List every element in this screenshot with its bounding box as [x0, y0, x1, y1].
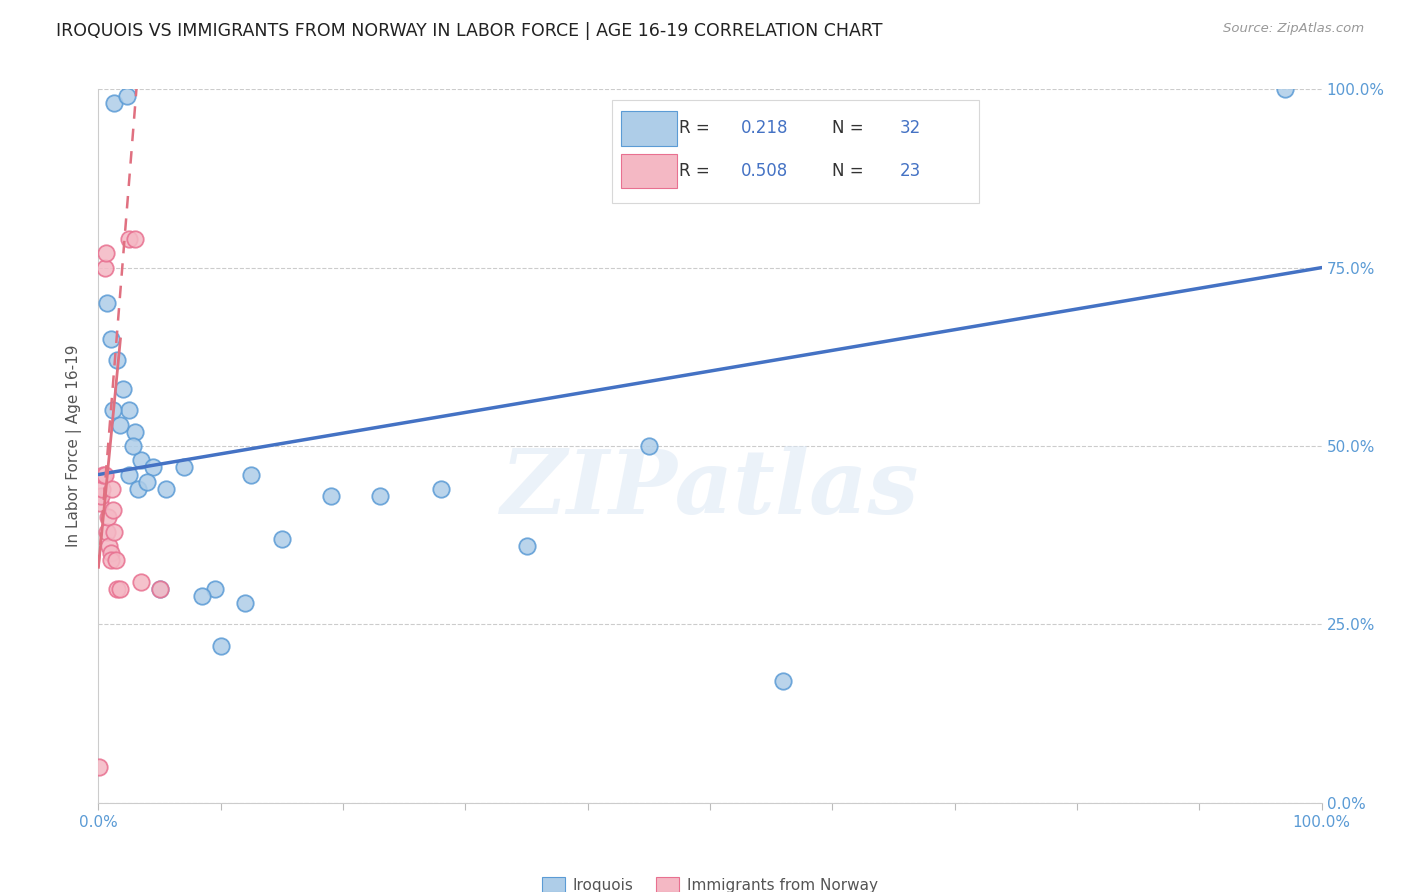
FancyBboxPatch shape [620, 154, 678, 188]
Point [118, 467, 141, 482]
Text: 23: 23 [900, 162, 921, 180]
Point [115, 89, 138, 103]
Point [129, 574, 152, 589]
Point [368, 489, 391, 503]
Point [233, 596, 256, 610]
Point [129, 453, 152, 467]
Point [105, 582, 128, 596]
FancyBboxPatch shape [612, 100, 979, 203]
Y-axis label: In Labor Force | Age 16-19: In Labor Force | Age 16-19 [66, 344, 83, 548]
Point [96, 296, 118, 310]
Text: 32: 32 [900, 120, 921, 137]
Point [173, 460, 195, 475]
Point [1274, 82, 1296, 96]
Point [94, 260, 117, 275]
Point [118, 232, 141, 246]
Point [110, 582, 132, 596]
Point [124, 425, 146, 439]
Point [127, 482, 149, 496]
Point [110, 417, 132, 432]
Point [100, 332, 122, 346]
Point [101, 403, 124, 417]
Text: 0.218: 0.218 [741, 120, 789, 137]
Point [430, 482, 453, 496]
Point [98, 539, 121, 553]
Point [638, 439, 661, 453]
Point [100, 546, 122, 560]
Point [204, 582, 226, 596]
Point [136, 475, 159, 489]
Point [149, 582, 172, 596]
Point [90, 489, 112, 503]
Point [96, 524, 118, 539]
Text: ZIPatlas: ZIPatlas [502, 446, 918, 532]
Point [91, 482, 114, 496]
Point [89, 496, 111, 510]
Point [270, 532, 294, 546]
Point [516, 539, 538, 553]
FancyBboxPatch shape [620, 112, 678, 145]
Point [103, 524, 125, 539]
Text: IROQUOIS VS IMMIGRANTS FROM NORWAY IN LABOR FORCE | AGE 16-19 CORRELATION CHART: IROQUOIS VS IMMIGRANTS FROM NORWAY IN LA… [56, 22, 883, 40]
Point [319, 489, 342, 503]
Point [772, 674, 794, 689]
Point [155, 482, 177, 496]
Legend: Iroquois, Immigrants from Norway: Iroquois, Immigrants from Norway [536, 871, 884, 892]
Point [105, 353, 128, 368]
Point [94, 246, 117, 260]
Point [93, 467, 115, 482]
Text: N =: N = [832, 120, 869, 137]
Point [101, 503, 124, 517]
Point [103, 96, 125, 111]
Point [97, 510, 120, 524]
Point [101, 482, 124, 496]
Point [91, 467, 114, 482]
Text: Source: ZipAtlas.com: Source: ZipAtlas.com [1223, 22, 1364, 36]
Point [191, 589, 214, 603]
Text: R =: R = [679, 120, 716, 137]
Point [124, 232, 146, 246]
Point [149, 582, 172, 596]
Text: N =: N = [832, 162, 869, 180]
Point [87, 760, 110, 774]
Point [121, 439, 143, 453]
Text: 0.508: 0.508 [741, 162, 787, 180]
Point [104, 553, 127, 567]
Point [142, 460, 165, 475]
Point [100, 553, 122, 567]
Point [209, 639, 232, 653]
Point [240, 467, 263, 482]
Point [111, 382, 134, 396]
Text: R =: R = [679, 162, 716, 180]
Point [118, 403, 141, 417]
